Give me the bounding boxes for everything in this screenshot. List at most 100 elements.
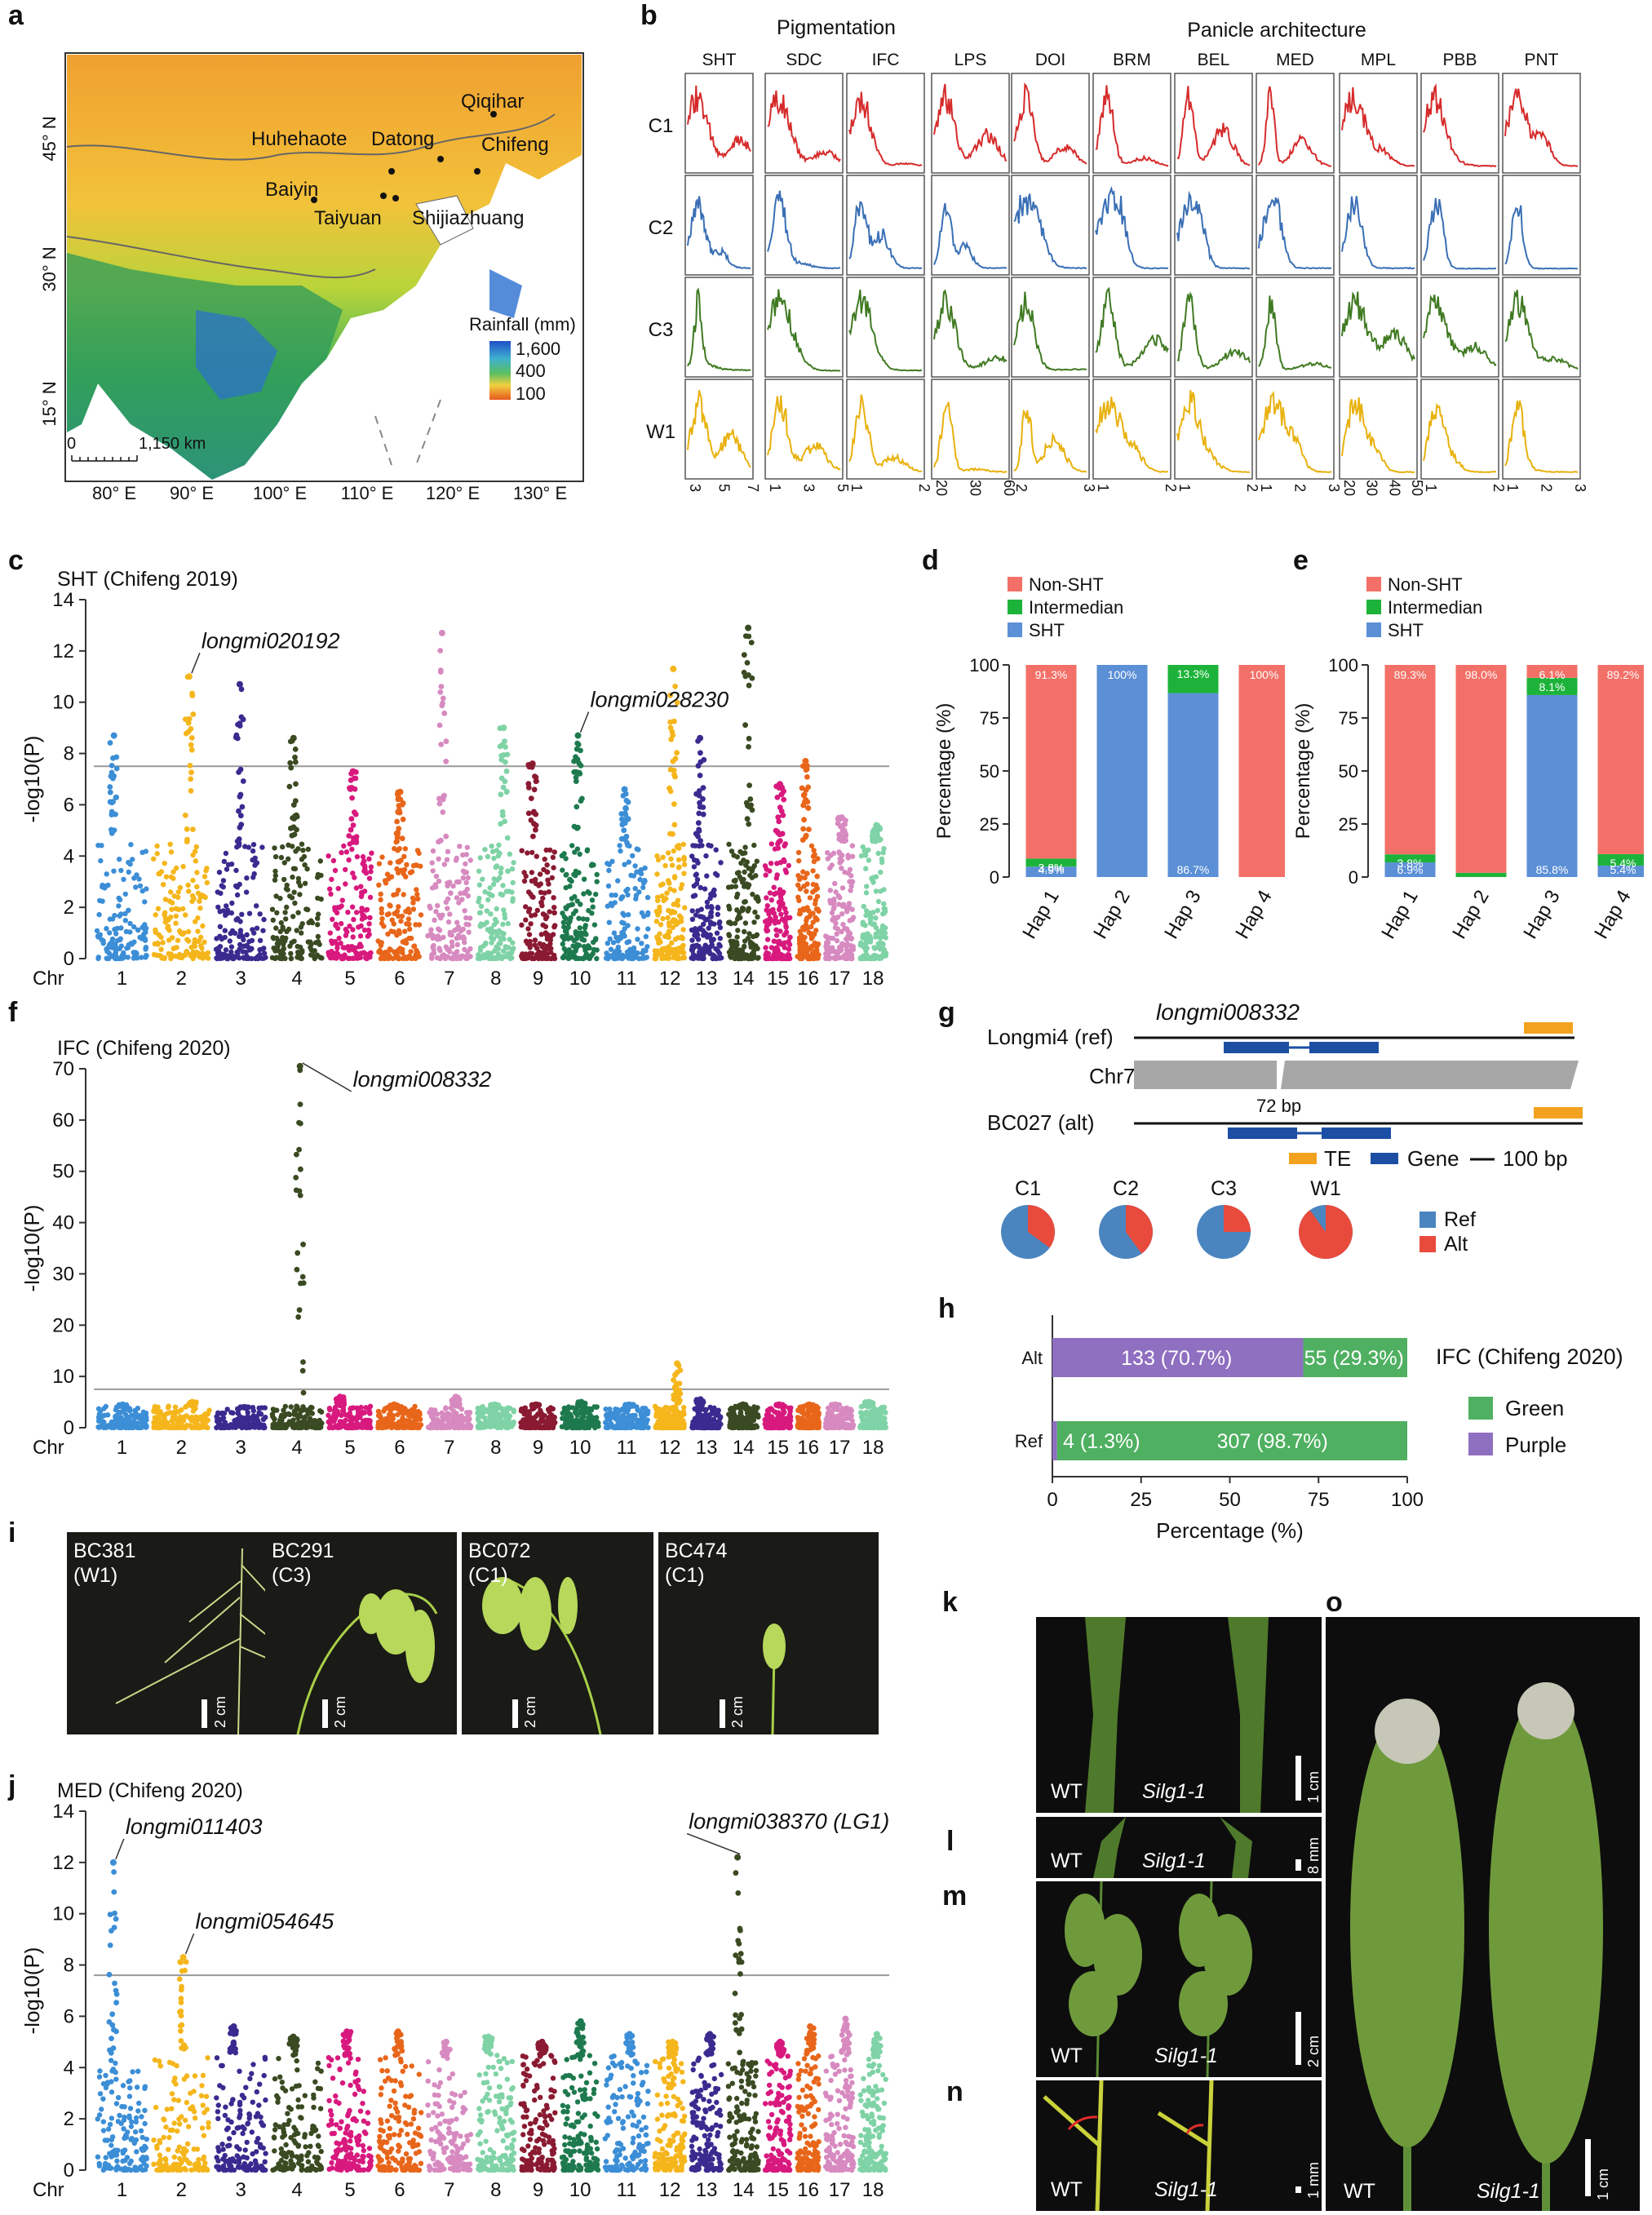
snp-point	[343, 867, 348, 872]
snp-point	[197, 906, 202, 910]
snp-point	[680, 927, 685, 932]
snp-point	[162, 910, 167, 915]
snp-point	[288, 765, 294, 771]
snp-point	[875, 851, 880, 856]
snp-point	[250, 875, 255, 879]
snp-point	[293, 760, 299, 765]
bar-value-label: 3.8%	[1039, 861, 1065, 874]
snp-point	[414, 1413, 419, 1418]
snp-point	[500, 883, 505, 888]
snp-point	[588, 1422, 593, 1427]
snp-point	[158, 954, 163, 959]
snp-point	[335, 1411, 340, 1416]
snp-point	[837, 895, 842, 900]
chromosome-7-points	[426, 1393, 474, 1430]
y-tick-label: 6	[64, 794, 74, 816]
snp-point	[662, 863, 667, 868]
snp-point	[240, 934, 245, 939]
snp-point	[482, 955, 487, 960]
snp-point	[849, 956, 854, 961]
snp-point	[135, 1425, 140, 1430]
snp-point	[358, 1405, 363, 1410]
snp-point	[745, 859, 750, 864]
snp-point	[105, 956, 110, 961]
bar-value-label: 100%	[1250, 668, 1279, 681]
snp-point	[839, 866, 844, 870]
rainfall-map: Qiqihar Huhehaote Datong Chifeng Baiyin …	[33, 41, 604, 563]
lat-label: 30° N	[39, 246, 60, 291]
snp-point	[592, 922, 597, 927]
snp-point	[671, 801, 677, 807]
snp-point	[668, 857, 673, 862]
snp-point	[359, 906, 364, 910]
snp-point	[436, 857, 441, 862]
snp-point	[633, 897, 638, 902]
snp-point	[326, 1413, 330, 1418]
snp-point	[102, 885, 107, 890]
y-tick-label: 30	[52, 1263, 74, 1285]
snp-point	[548, 1405, 553, 1410]
snp-point	[443, 759, 449, 764]
chromosome-8-points	[475, 1402, 516, 1431]
snp-point	[582, 925, 587, 930]
density-curve	[1096, 188, 1168, 268]
snp-point	[839, 823, 844, 829]
snp-point	[290, 833, 295, 839]
chr-prefix: Chr	[33, 968, 64, 990]
snp-point	[250, 857, 255, 862]
snp-point	[606, 868, 611, 873]
snp-point	[506, 921, 511, 926]
snp-point	[436, 839, 441, 844]
snp-point	[505, 752, 511, 758]
snp-point	[353, 812, 359, 817]
snp-point	[258, 911, 263, 916]
snp-point	[287, 944, 292, 949]
snp-point	[587, 891, 591, 896]
snp-point	[523, 1410, 528, 1415]
chromosome-3-points	[214, 681, 268, 961]
snp-point	[184, 826, 190, 832]
snp-point	[851, 947, 856, 952]
snp-point	[498, 757, 504, 763]
snp-point	[505, 1405, 510, 1410]
chromosome-1-points	[95, 1402, 148, 1431]
snp-point	[696, 763, 702, 769]
snp-point	[396, 810, 401, 816]
snp-point	[341, 1407, 346, 1412]
chromosome-11-points	[604, 786, 651, 962]
snp-point	[870, 878, 875, 883]
snp-point	[464, 1423, 469, 1428]
snp-point	[746, 683, 752, 689]
snp-point	[400, 835, 405, 841]
x-tick-label: 2	[1490, 484, 1507, 492]
snp-point	[608, 937, 613, 941]
snp-point	[835, 932, 839, 937]
snp-point	[589, 863, 594, 868]
peak-point	[578, 1399, 585, 1406]
snp-point	[163, 897, 168, 902]
density-curve	[849, 290, 922, 370]
snp-point	[510, 866, 515, 871]
snp-point	[768, 890, 773, 895]
snp-point	[501, 785, 507, 791]
snp-point	[379, 892, 383, 897]
snp-point	[349, 816, 355, 822]
snp-point	[251, 930, 256, 935]
snp-point	[444, 738, 450, 744]
density-cell	[1503, 73, 1580, 173]
snp-point	[863, 913, 868, 918]
snp-point	[237, 794, 243, 800]
snp-point	[751, 919, 756, 924]
snp-point	[593, 937, 598, 942]
snp-point	[247, 911, 252, 916]
snp-point	[300, 1359, 306, 1365]
snp-point	[198, 935, 203, 940]
snp-point	[168, 842, 173, 847]
snp-point	[642, 878, 647, 883]
snp-point	[215, 1411, 220, 1415]
snp-point	[867, 937, 872, 942]
snp-point	[496, 946, 501, 951]
snp-point	[287, 1412, 292, 1417]
snp-point	[113, 795, 119, 800]
snp-point	[193, 848, 197, 853]
